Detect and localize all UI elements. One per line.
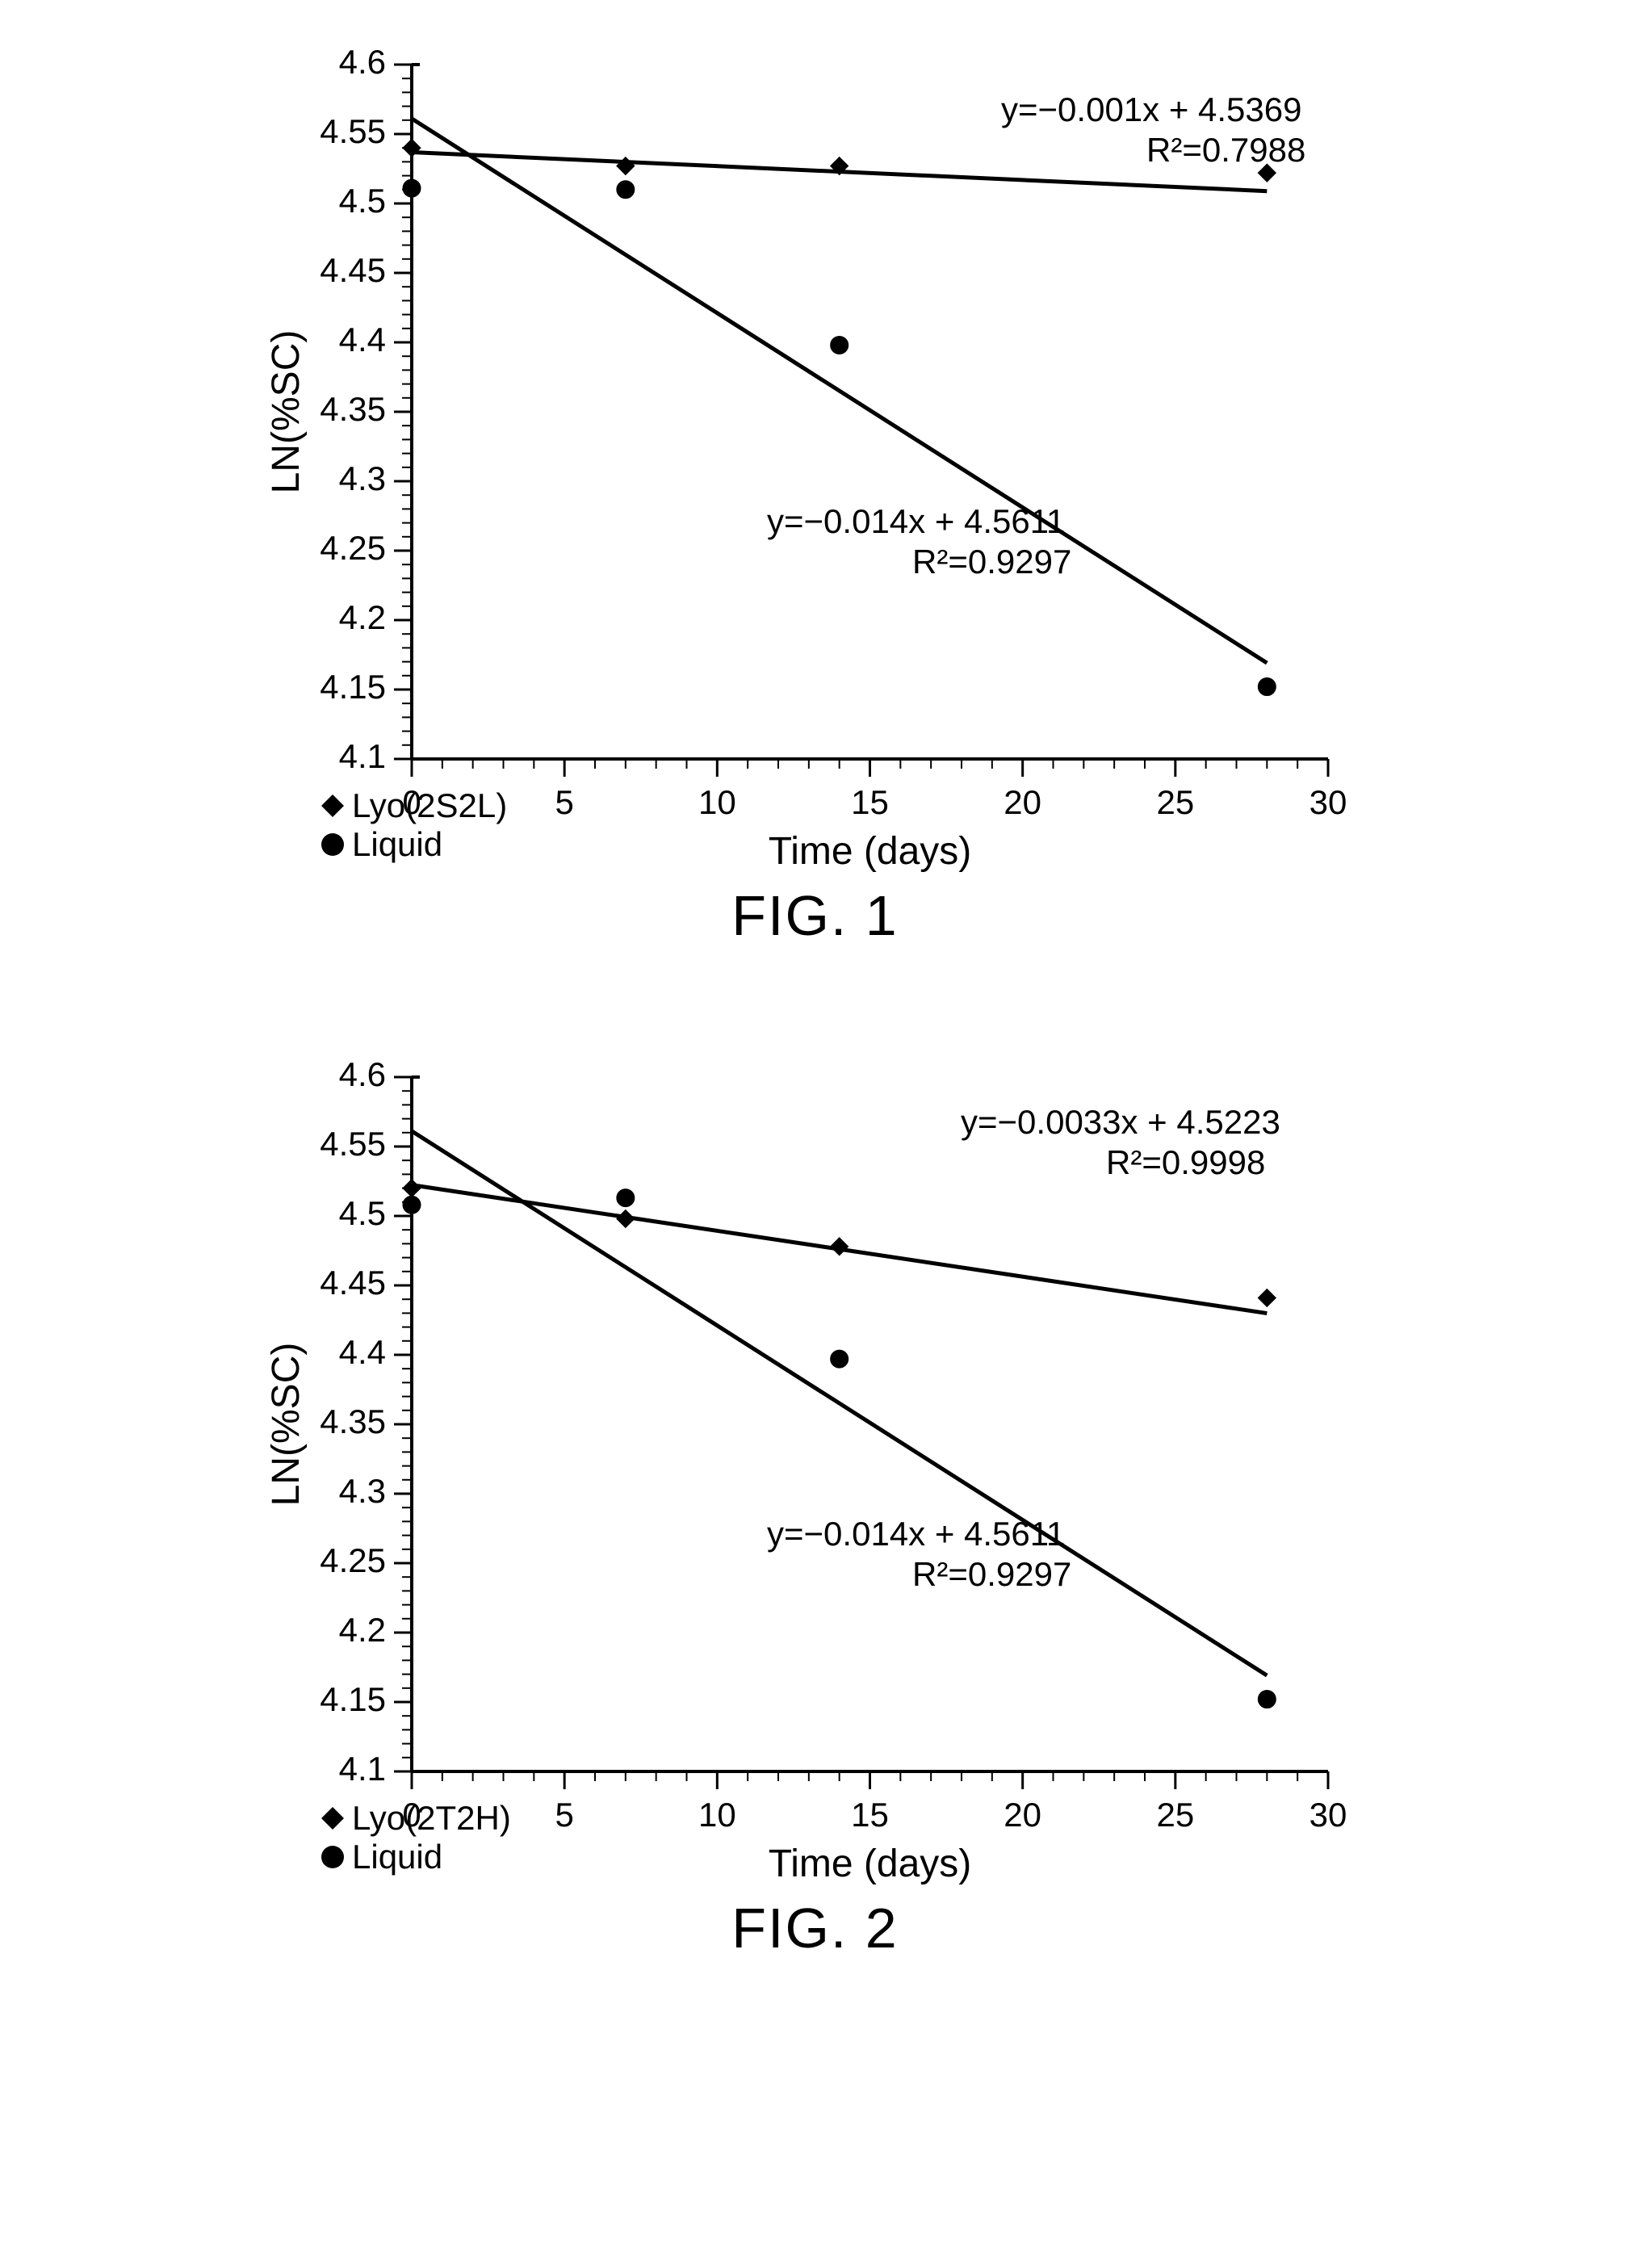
y-tick-label: 4.1	[338, 1750, 385, 1788]
regression-r2: R²=0.9297	[912, 543, 1071, 581]
data-point	[616, 1189, 634, 1207]
x-tick-label: 10	[698, 1796, 735, 1834]
figure-1-chart: 4.14.154.24.254.34.354.44.454.54.554.605…	[250, 32, 1381, 880]
y-tick-label: 4.55	[320, 1125, 386, 1163]
y-tick-label: 4.4	[338, 321, 385, 358]
y-tick-label: 4.45	[320, 1264, 386, 1302]
y-tick-label: 4.2	[338, 598, 385, 636]
figure-2-caption: FIG. 2	[731, 1896, 898, 1960]
regression-line	[412, 119, 1267, 663]
data-point	[830, 1350, 848, 1368]
regression-equation: y=−0.014x + 4.5611	[767, 502, 1065, 540]
regression-equation: y=−0.0033x + 4.5223	[961, 1103, 1280, 1141]
figure-2-chart: 4.14.154.24.254.34.354.44.454.54.554.605…	[250, 1045, 1381, 1893]
regression-line	[412, 1131, 1267, 1675]
x-tick-label: 25	[1156, 783, 1194, 821]
y-tick-label: 4.5	[338, 1194, 385, 1232]
x-tick-label: 20	[1004, 1796, 1041, 1834]
y-tick-label: 4.35	[320, 1402, 386, 1440]
y-tick-label: 4.6	[338, 43, 385, 81]
y-tick-label: 4.45	[320, 251, 386, 289]
regression-r2: R²=0.9998	[1106, 1143, 1265, 1181]
legend-marker-icon	[321, 833, 344, 856]
x-axis-label: Time (days)	[768, 830, 971, 873]
y-tick-label: 4.15	[320, 668, 386, 706]
legend-marker-icon	[321, 1807, 344, 1830]
y-axis-label: LN(%SC)	[265, 330, 308, 494]
regression-r2: R²=0.9297	[912, 1555, 1071, 1593]
legend-label: Liquid	[352, 825, 442, 863]
figure-1-block: 4.14.154.24.254.34.354.44.454.54.554.605…	[210, 32, 1421, 948]
x-tick-label: 15	[851, 1796, 889, 1834]
data-point	[403, 179, 421, 197]
regression-equation: y=−0.001x + 4.5369	[1001, 90, 1301, 128]
y-tick-label: 4.1	[338, 737, 385, 775]
y-tick-label: 4.3	[338, 1472, 385, 1510]
x-tick-label: 5	[555, 783, 573, 821]
legend-marker-icon	[321, 1846, 344, 1868]
data-point	[830, 1238, 848, 1256]
regression-equation: y=−0.014x + 4.5611	[767, 1515, 1065, 1553]
y-tick-label: 4.4	[338, 1333, 385, 1371]
figure-2-block: 4.14.154.24.254.34.354.44.454.54.554.605…	[210, 1045, 1421, 1960]
y-tick-label: 4.5	[338, 182, 385, 220]
y-tick-label: 4.2	[338, 1611, 385, 1649]
x-tick-label: 20	[1004, 783, 1041, 821]
data-point	[616, 181, 634, 199]
data-point	[403, 1196, 421, 1214]
y-tick-label: 4.3	[338, 459, 385, 497]
y-tick-label: 4.25	[320, 1541, 386, 1579]
data-point	[403, 1180, 421, 1197]
x-tick-label: 25	[1156, 1796, 1194, 1834]
regression-r2: R²=0.7988	[1146, 131, 1305, 169]
x-tick-label: 15	[851, 783, 889, 821]
y-tick-label: 4.35	[320, 390, 386, 428]
x-tick-label: 30	[1309, 1796, 1347, 1834]
x-tick-label: 10	[698, 783, 735, 821]
data-point	[1258, 678, 1276, 696]
y-tick-label: 4.25	[320, 529, 386, 567]
page: 4.14.154.24.254.34.354.44.454.54.554.605…	[0, 0, 1630, 2106]
y-axis-label: LN(%SC)	[265, 1343, 308, 1507]
data-point	[616, 1209, 634, 1227]
y-tick-label: 4.55	[320, 112, 386, 150]
x-tick-label: 5	[555, 1796, 573, 1834]
data-point	[1258, 1691, 1276, 1708]
data-point	[830, 336, 848, 354]
y-tick-label: 4.15	[320, 1680, 386, 1718]
x-tick-label: 30	[1309, 783, 1347, 821]
y-tick-label: 4.6	[338, 1055, 385, 1093]
data-point	[1258, 1289, 1276, 1306]
figure-1-caption: FIG. 1	[731, 883, 898, 948]
legend-marker-icon	[321, 794, 344, 817]
legend-label: Lyo(2S2L)	[352, 786, 507, 824]
legend-label: Liquid	[352, 1838, 442, 1876]
x-axis-label: Time (days)	[768, 1842, 971, 1885]
legend-label: Lyo(2T2H)	[352, 1799, 511, 1837]
